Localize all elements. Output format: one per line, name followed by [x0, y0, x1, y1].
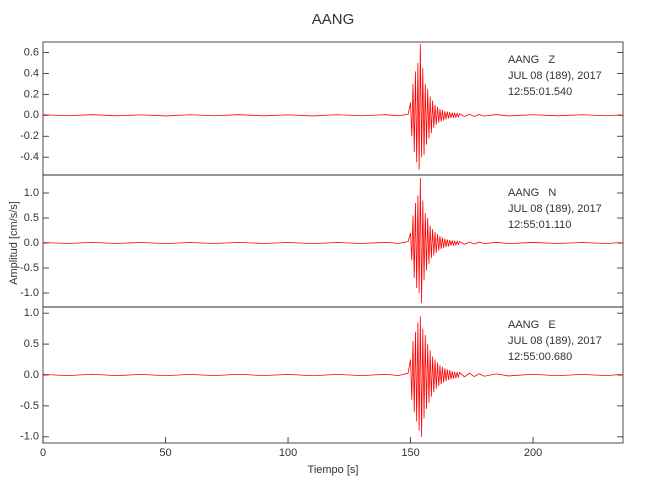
annotation: 12:55:01.540 [508, 86, 572, 98]
y-tick-label: 1.0 [24, 307, 39, 319]
y-tick-label: 0.4 [24, 67, 39, 79]
x-tick-label: 100 [279, 447, 297, 459]
y-tick-label: 0.2 [24, 88, 39, 100]
y-tick-label: -0.4 [20, 151, 39, 163]
annotation: JUL 08 (189), 2017 [508, 70, 602, 82]
annotation: 12:55:00.680 [508, 351, 572, 363]
x-tick-label: 200 [524, 447, 542, 459]
y-tick-label: -1.0 [20, 287, 39, 299]
x-axis-label: Tiempo [s] [308, 464, 359, 476]
annotation: AANG E [508, 319, 556, 331]
x-tick-label: 0 [40, 447, 46, 459]
y-tick-label: 1.0 [24, 187, 39, 199]
annotation: JUL 08 (189), 2017 [508, 203, 602, 215]
x-tick-label: 150 [401, 447, 419, 459]
trace [42, 316, 622, 437]
annotation: JUL 08 (189), 2017 [508, 335, 602, 347]
x-tick-label: 50 [159, 447, 171, 459]
y-axis-label: Amplitud [cm/s/s] [8, 201, 20, 285]
y-tick-label: -1.0 [20, 431, 39, 443]
y-tick-label: 0.6 [24, 46, 39, 58]
annotation: AANG Z [508, 54, 555, 66]
y-tick-label: 0.0 [24, 369, 39, 381]
y-tick-label: 0.0 [24, 109, 39, 121]
y-tick-label: 0.5 [24, 212, 39, 224]
trace [42, 44, 622, 170]
y-tick-label: 0.0 [24, 237, 39, 249]
y-tick-label: -0.5 [20, 262, 39, 274]
annotation: 12:55:01.110 [508, 219, 571, 231]
annotation: AANG N [508, 187, 556, 199]
y-tick-label: -0.2 [20, 130, 39, 142]
trace [42, 177, 622, 304]
chart-title: AANG [312, 11, 355, 28]
y-tick-label: -0.5 [20, 400, 39, 412]
y-tick-label: 0.5 [24, 338, 39, 350]
